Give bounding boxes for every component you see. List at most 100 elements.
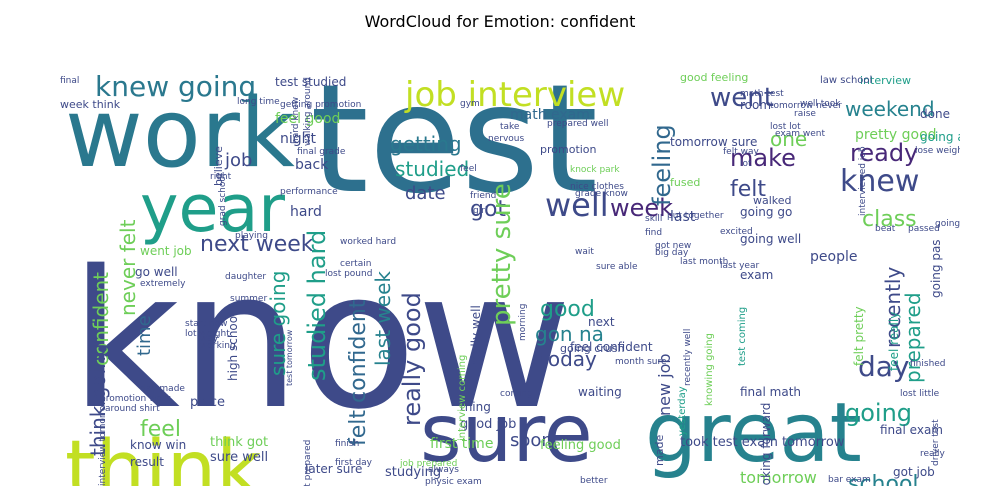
word-studying: studying [385,465,441,480]
word-went: went [710,83,774,113]
word-fused: fused [670,176,700,189]
word-felt-way: felt way [723,147,759,157]
word-good-job: good job [460,417,516,432]
word-better: better [580,476,608,486]
chart-title: WordCloud for Emotion: confident [364,12,636,31]
word-feel-really: feel really [887,312,901,371]
word-summer: summer [230,294,267,304]
word-felt-prepared: felt prepared [303,440,313,486]
word-tomorrow-never: tomorrow never [770,101,842,111]
word-got: got [470,197,506,222]
word-first-day: first day [335,458,373,468]
word-take: take [500,122,520,132]
word-knock-park: knock park [570,165,620,175]
word-day-made: day made [140,384,185,394]
word-worked-hard: worked hard [340,237,396,247]
word-test-studied: test studied [275,75,346,89]
word-hard-knew: hard knew [291,97,301,144]
word-waiting: waiting [578,385,622,399]
word-really: really [920,449,946,459]
word-finished: finished [910,359,946,369]
word-performance: performance [280,187,338,197]
word-getting-promotion: getting promotion [280,100,361,110]
word-find: find [645,228,662,238]
word-prepared-well: prepared well [547,119,609,129]
word-final-exam: final exam [880,423,943,437]
word-good-feeling: good feeling [680,71,748,84]
word-last: last [670,209,696,225]
word-believe: believe [212,146,225,186]
word-got-new: got new [655,241,691,251]
word-went-job: went job [140,244,192,258]
word-recently: recently [881,267,905,348]
word-lost-lot: lost lot [770,122,801,132]
word-driver-test: driver test [931,419,941,466]
word-week-think: week think [60,98,121,111]
word-final-math: final math [740,385,801,399]
word-big-day: big day [655,248,689,258]
word-certain: certain [340,259,371,269]
word-final: final [60,76,79,86]
word-made: made [653,435,666,466]
word-first-time: first time [430,436,493,452]
word-interview: interview [860,74,911,87]
word-going-ace: going ace [920,130,960,144]
word-day: day [858,350,910,383]
word-know-win: know win [130,438,186,452]
word-studied-hard: studied hard [303,230,331,381]
word-feel-confident: feel confident [570,340,653,354]
word-high-school: high school [226,313,240,381]
word-way: way [200,334,219,344]
word-daughter: daughter [225,272,266,282]
word-feeling-good: feeling good [540,438,621,453]
word-going-knock: going knock [935,219,960,229]
word-walked: walked [753,194,792,207]
word-well: well [545,186,609,224]
word-sure-well: sure well [210,450,268,465]
word-start-new: start new [185,319,227,329]
word-year: year [140,172,285,247]
word-skill: skill [645,214,662,224]
word-felt-pretty: felt pretty [852,306,866,366]
word-sure-going: sure going [266,271,290,376]
word-bar-exam: bar exam [828,475,871,485]
word-getting: getting [390,132,462,156]
word-go-well: go well [135,265,178,279]
word-excited: excited [720,227,753,237]
word-grade-know: grade know [575,189,628,199]
word-class: class [862,207,917,232]
word-pretty-sure: pretty sure [487,183,517,326]
word-good: good [540,297,595,322]
word-yesterday: yesterday [677,386,688,436]
word-knew: knew [840,164,919,199]
word-weekend: weekend [845,97,935,121]
word-last-year: last year [720,261,759,271]
word-hard: hard [290,204,322,220]
word-extremely: extremely [140,279,186,289]
word-interviewed-job: interviewed job [858,146,868,216]
word-interview-tomorrow: interview tomorrow [98,398,108,486]
word-playing: playing [235,231,268,241]
word-beat: beat [875,224,896,234]
word-later-sure: later sure [305,462,362,476]
word-really-well: really well [469,305,483,366]
word-job: job [224,150,252,171]
word-room: room [740,98,771,112]
word-well-took: well took [800,99,841,109]
word-done: done [920,107,950,121]
word-make: make [730,144,796,172]
word-month-sure: month sure [615,357,667,367]
word-promotion: promotion [540,143,597,156]
word-work: work [65,79,295,189]
word-really-good: really good [398,292,426,426]
word-think-going: think going [86,343,110,456]
word-job-interview: job interview [404,75,625,115]
word-girl: girl [473,206,487,216]
word-knowing-going: knowing going [704,333,715,406]
word-feeling: feeling [648,124,676,206]
word-think: think [65,425,261,486]
word-next-week: next week [200,232,314,257]
word-finish: finish [335,439,359,449]
word-exam-went: exam went [775,129,825,139]
word-got-job: got job [893,465,935,479]
